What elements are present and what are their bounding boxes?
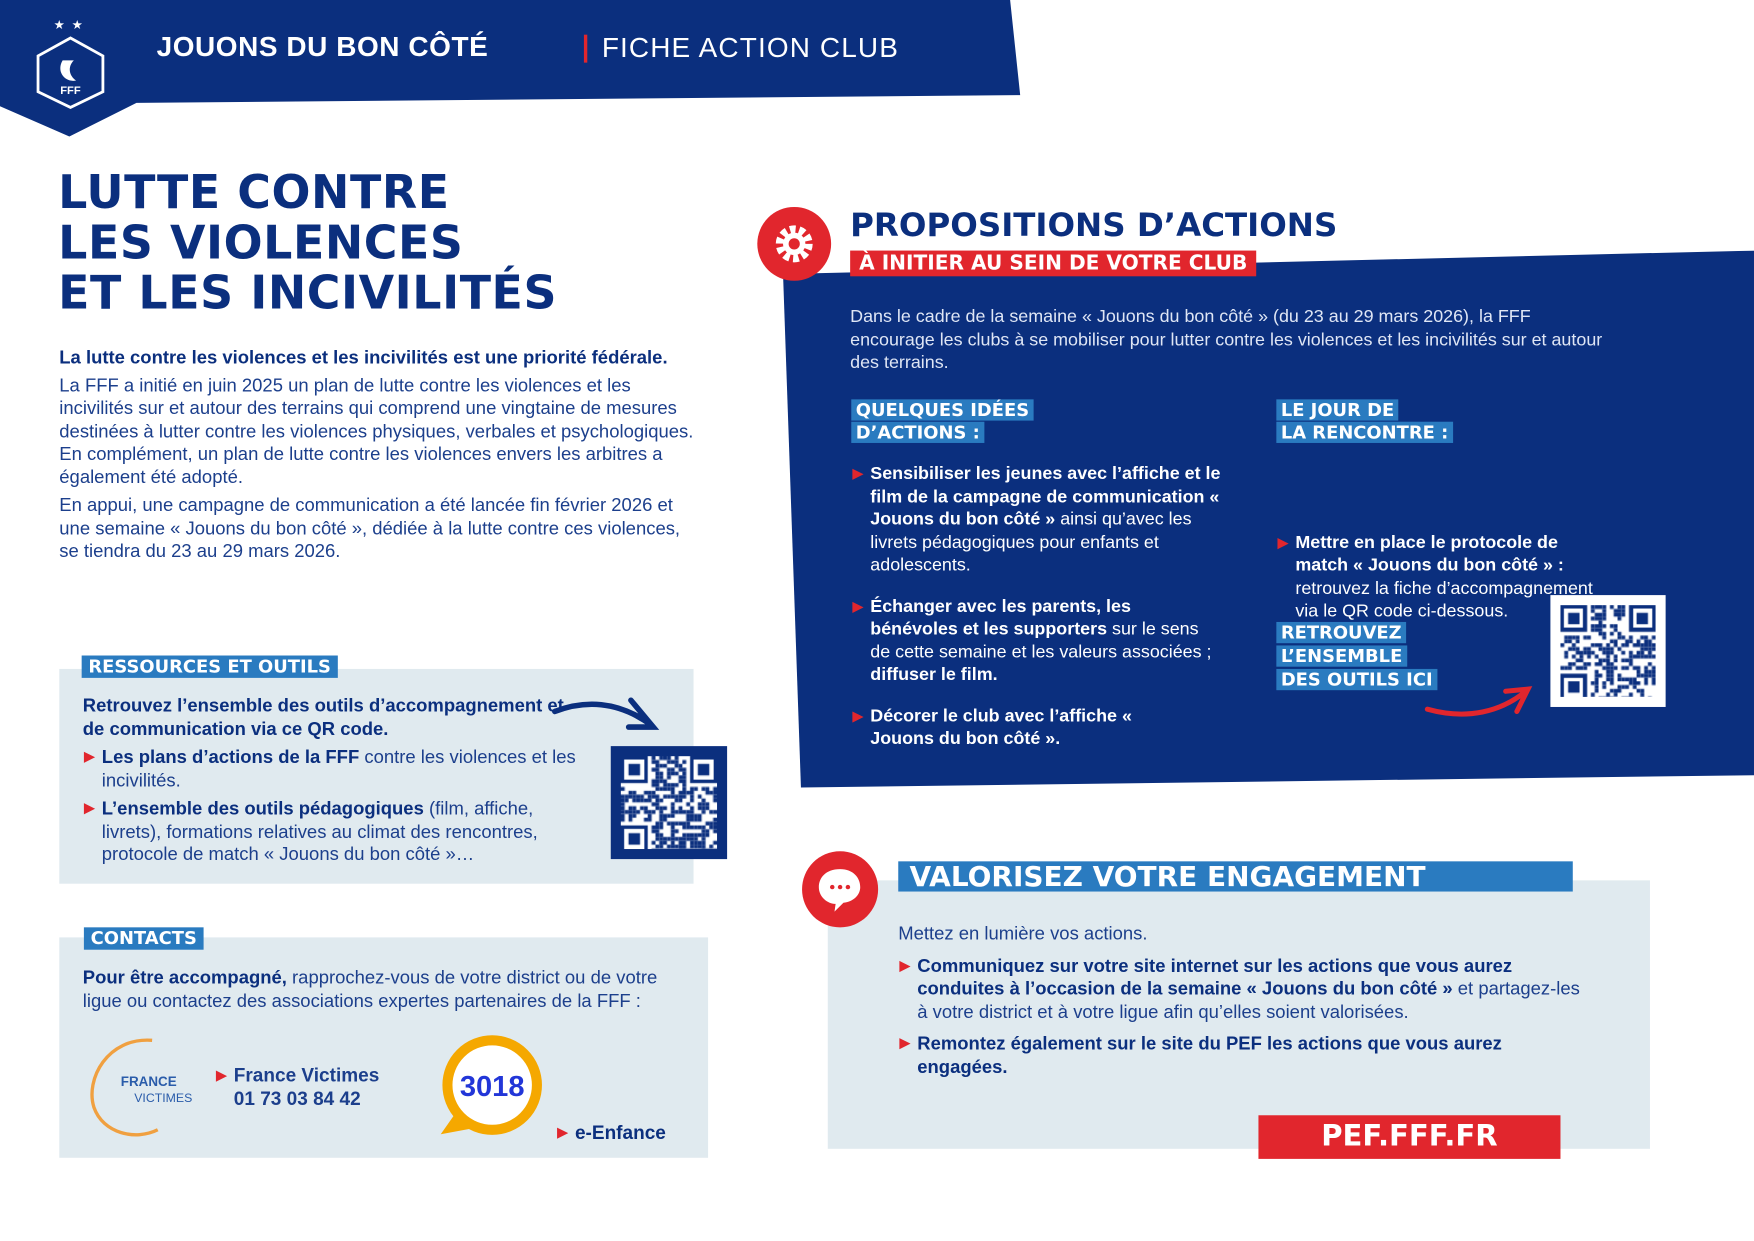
- matchday-label: LE JOUR DE LA RENCONTRE :: [1276, 399, 1522, 444]
- header-banner: [0, 0, 1021, 137]
- tools-label: RETROUVEZ L’ENSEMBLE DES OUTILS ICI: [1276, 621, 1477, 692]
- list-item: Sensibiliser les jeunes avec l’affiche e…: [851, 463, 1237, 578]
- contacts-panel: [59, 937, 709, 1158]
- intro: La lutte contre les violences et les inc…: [59, 347, 702, 563]
- resources-content: Retrouvez l’ensemble des outils d’accomp…: [83, 695, 586, 867]
- france-victimes-logo: FRANCE VICTIMES: [90, 1038, 192, 1137]
- fff-logo: ★ ★ FFF: [36, 18, 105, 109]
- title-line: LES VIOLENCES: [58, 215, 464, 270]
- ideas-label: QUELQUES IDÉES D’ACTIONS :: [851, 399, 1097, 444]
- list-item: Remontez également sur le site du PEF le…: [898, 1032, 1592, 1078]
- actions-heading: PROPOSITIONS D’ACTIONS: [850, 205, 1338, 244]
- resources-lead: Retrouvez l’ensemble des outils d’accomp…: [82, 695, 564, 739]
- contact-phone[interactable]: 01 73 03 84 42: [233, 1087, 361, 1110]
- engagement-intro: Mettez en lumière vos actions.: [898, 923, 1148, 945]
- tools-qr-code[interactable]: [1550, 595, 1666, 707]
- speech-bubble-icon: [802, 851, 879, 928]
- contact-name: France Victimes: [233, 1064, 380, 1087]
- list-item: Communiquez sur votre site internet sur …: [898, 955, 1592, 1024]
- engagement-label: VALORISEZ VOTRE ENGAGEMENT: [898, 861, 1573, 892]
- arrow-icon: [1424, 686, 1533, 717]
- france-victimes-contact[interactable]: France Victimes 01 73 03 84 42: [215, 1065, 1754, 1111]
- svg-text:FRANCE: FRANCE: [121, 1074, 177, 1089]
- actions-subheading: À INITIER AU SEIN DE VOTRE CLUB: [850, 250, 1257, 277]
- ideas-list: Sensibiliser les jeunes avec l’affiche e…: [851, 463, 1237, 751]
- title-line: ET LES INCIVILITÉS: [58, 266, 558, 320]
- svg-text:FFF: FFF: [60, 85, 81, 97]
- pef-website-button[interactable]: PEF.FFF.FR: [1258, 1115, 1561, 1159]
- 3018-logo: 3018: [440, 1035, 542, 1135]
- actions-panel: [783, 250, 1754, 788]
- list-item: Échanger avec les parents, les bénévoles…: [851, 596, 1220, 688]
- header-subtitle: FICHE ACTION CLUB: [601, 32, 899, 64]
- intro-paragraph: En appui, une campagne de communication …: [59, 495, 681, 562]
- svg-text:3018: 3018: [460, 1071, 525, 1103]
- matchday-item: Mettre en place le protocole de match « …: [1276, 532, 1612, 624]
- engagement-content: Mettez en lumière vos actions. Communiqu…: [898, 923, 1592, 1078]
- resources-qr-code[interactable]: [610, 746, 728, 860]
- svg-text:★: ★: [72, 18, 83, 32]
- list-item: L’ensemble des outils pédagogiques (film…: [83, 798, 581, 867]
- gear-icon: [757, 206, 832, 281]
- engagement-panel: [827, 880, 1650, 1149]
- svg-text:VICTIMES: VICTIMES: [134, 1091, 192, 1105]
- header-title: JOUONS DU BON CÔTÉ: [156, 31, 489, 63]
- actions-intro: Dans le cadre de la semaine « Jouons du …: [850, 307, 1603, 373]
- title-line: LUTTE CONTRE: [58, 165, 450, 220]
- e-enfance-contact[interactable]: e-Enfance: [556, 1122, 1754, 1145]
- list-item: Décorer le club avec l’affiche « Jouons …: [851, 705, 1187, 751]
- list-item: Les plans d’actions de la FFF contre les…: [83, 746, 586, 792]
- contacts-label: CONTACTS: [83, 927, 204, 950]
- page-title: LUTTE CONTRE LES VIOLENCES ET LES INCIVI…: [58, 165, 558, 320]
- header-divider: [583, 34, 588, 63]
- svg-text:★: ★: [54, 18, 65, 32]
- arrow-icon: [552, 697, 660, 730]
- resources-label: RESSOURCES ET OUTILS: [81, 655, 338, 678]
- contacts-lead: Pour être accompagné, rapprochez-vous de…: [82, 967, 658, 1011]
- intro-paragraph: La FFF a initié en juin 2025 un plan de …: [59, 375, 694, 488]
- intro-lead: La lutte contre les violences et les inc…: [59, 347, 668, 369]
